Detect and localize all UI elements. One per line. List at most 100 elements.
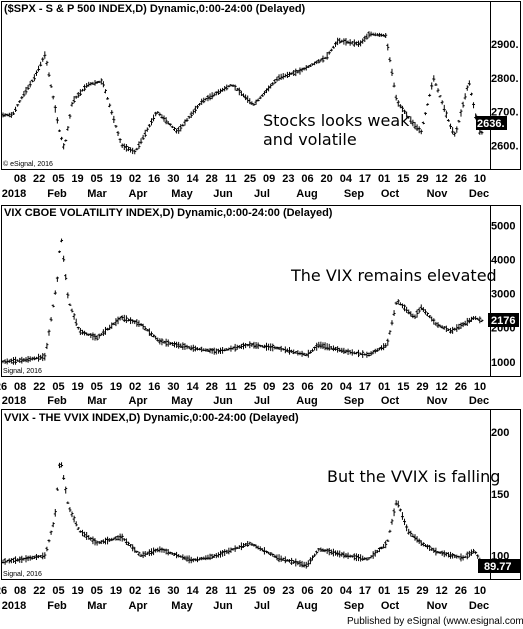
- price-bar: [198, 347, 202, 351]
- price-bar: [463, 320, 467, 326]
- x-tick-label: 26: [455, 585, 467, 597]
- x-tick-label: 17: [359, 173, 371, 185]
- price-bar: [413, 534, 417, 541]
- price-bar: [233, 84, 237, 91]
- price-bar: [317, 59, 321, 64]
- price-bar: [242, 93, 245, 98]
- price-bar: [409, 311, 413, 317]
- price-bar: [218, 88, 222, 94]
- vix-bars: [1, 238, 484, 365]
- price-bar: [373, 348, 377, 354]
- price-bar: [440, 325, 444, 329]
- price-bar: [438, 324, 442, 328]
- price-bar: [20, 356, 24, 364]
- x-month-label: May: [171, 395, 193, 407]
- price-bar: [28, 81, 32, 88]
- price-bar: [179, 124, 183, 132]
- price-bar: [363, 35, 367, 43]
- x-month-label: Jul: [254, 600, 270, 612]
- price-bar: [175, 551, 179, 559]
- price-bar: [344, 553, 348, 558]
- price-bar: [432, 547, 436, 553]
- price-bar: [141, 323, 145, 330]
- price-bar: [352, 39, 356, 47]
- price-bar: [461, 321, 465, 328]
- price-bar: [7, 112, 11, 118]
- price-bar: [428, 544, 432, 551]
- price-bar: [185, 118, 189, 122]
- price-bar: [216, 348, 220, 354]
- y-tick-label: 2800.: [491, 73, 519, 85]
- price-bar: [76, 92, 80, 98]
- price-bar: [290, 72, 294, 75]
- price-bar: [1, 112, 5, 118]
- price-bar: [118, 138, 122, 143]
- price-bar: [83, 330, 87, 336]
- price-bar: [179, 343, 183, 348]
- price-bar: [469, 316, 473, 322]
- price-bar: [436, 551, 440, 554]
- x-tick-label: 10: [474, 173, 486, 185]
- price-bar: [409, 530, 413, 537]
- price-bar: [315, 550, 319, 555]
- price-bar: [455, 126, 459, 133]
- price-bar: [14, 106, 18, 113]
- x-tick-label: 06: [301, 381, 313, 393]
- price-bar: [41, 353, 45, 362]
- x-month-label: Jul: [254, 188, 270, 200]
- price-bar: [413, 121, 417, 130]
- price-bar: [465, 551, 469, 560]
- price-bar: [265, 550, 269, 554]
- price-bar: [170, 125, 174, 129]
- price-bar: [83, 84, 87, 92]
- x-tick-label: 19: [110, 381, 122, 393]
- x-month-label: Jun: [213, 395, 233, 407]
- price-bar: [11, 557, 15, 563]
- price-bar: [60, 238, 64, 243]
- price-bar: [170, 342, 174, 346]
- price-bar: [133, 546, 137, 553]
- price-bar: [183, 119, 187, 126]
- price-bar: [124, 538, 128, 546]
- x-month-label: Oct: [381, 395, 400, 407]
- price-bar: [290, 557, 294, 565]
- x-month-label: Mar: [87, 600, 107, 612]
- price-bar: [457, 323, 461, 330]
- price-bar: [267, 551, 271, 555]
- price-bar: [465, 317, 469, 326]
- price-bar: [9, 112, 13, 118]
- x-month-label: Sep: [344, 188, 364, 200]
- price-bar: [409, 116, 413, 124]
- price-bar: [78, 89, 82, 96]
- price-bar: [432, 75, 436, 82]
- price-bar: [244, 94, 248, 101]
- price-bar: [446, 328, 450, 332]
- price-bar: [139, 323, 143, 327]
- price-bar: [158, 338, 162, 345]
- price-bar: [344, 38, 348, 46]
- x-month-label: May: [171, 600, 193, 612]
- price-bar: [233, 545, 237, 552]
- x-month-label: Jul: [254, 395, 270, 407]
- price-bar: [275, 554, 279, 561]
- price-bar: [145, 329, 149, 332]
- y-tick-label: 2700.: [491, 107, 519, 119]
- price-bar: [254, 342, 258, 349]
- price-bar: [432, 318, 436, 325]
- vix-annotation: The VIX remains elevated: [290, 266, 497, 285]
- x-month-label: Jun: [213, 600, 233, 612]
- price-bar: [108, 103, 112, 108]
- price-bar: [283, 556, 287, 564]
- price-bar: [300, 560, 304, 568]
- x-tick-label: 08: [14, 173, 26, 185]
- price-bar: [367, 352, 371, 357]
- panel-vix: VIX CBOE VOLATILITY INDEX,D) Dynamic,0:0…: [1, 205, 521, 377]
- price-bar: [342, 347, 346, 355]
- price-bar: [446, 119, 450, 122]
- price-bar: [18, 556, 22, 563]
- price-bar: [149, 331, 153, 337]
- price-bar: [198, 557, 202, 561]
- price-bar: [26, 355, 30, 363]
- price-bar: [60, 462, 64, 468]
- price-bar: [200, 556, 204, 561]
